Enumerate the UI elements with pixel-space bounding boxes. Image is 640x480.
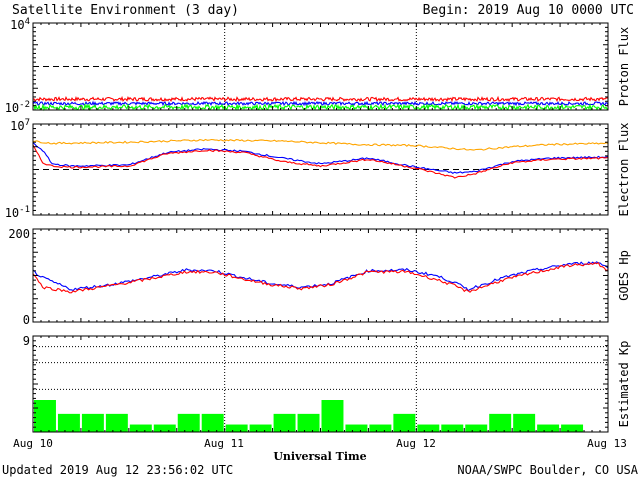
kp-bar (513, 413, 536, 432)
panel-kp: 9 Estimated Kp (23, 334, 631, 433)
series-line-proton-1 (32, 100, 609, 107)
y-tick-label-proton-1: 10-2 (5, 100, 30, 115)
panel-frame (32, 123, 609, 216)
panel-goes-hp: 200 0 GOES Hp (8, 227, 631, 327)
kp-bar (153, 424, 176, 432)
series-line-goes-hp-0 (32, 261, 609, 292)
y-tick-label-kp-0: 9 (23, 334, 30, 348)
kp-bar (201, 413, 224, 432)
series-line-proton-0 (32, 95, 609, 103)
kp-bar (297, 413, 320, 432)
kp-bar (249, 424, 272, 432)
kp-bar (129, 424, 152, 432)
kp-bar (57, 413, 80, 432)
series-line-electron-2 (32, 144, 609, 179)
x-tick-label-aug12: Aug 12 (396, 437, 436, 450)
y-axis-label-proton: Proton Flux (617, 27, 631, 106)
kp-bar (273, 413, 296, 432)
series-line-goes-hp-1 (32, 262, 609, 294)
y-tick-label-goes-hp-1: 0 (23, 313, 30, 327)
updated-timestamp: Updated 2019 Aug 12 23:56:02 UTC (2, 463, 233, 477)
kp-bar (345, 424, 368, 432)
y-tick-label-proton-0: 104 (10, 17, 30, 32)
kp-bar (393, 413, 416, 432)
panel-electron: 107 10-1 Electron Flux (5, 118, 631, 220)
y-axis-label-goes-hp: GOES Hp (617, 250, 631, 301)
series-line-electron-1 (32, 142, 609, 174)
y-tick-exponent: -1 (19, 205, 30, 215)
kp-bar (537, 424, 560, 432)
kp-bar (81, 413, 104, 432)
y-tick-exponent: 4 (25, 17, 30, 27)
credit-text: NOAA/SWPC Boulder, CO USA (457, 463, 638, 477)
y-tick-exponent: -2 (19, 100, 30, 110)
y-axis-label-kp: Estimated Kp (617, 341, 631, 428)
kp-bar (321, 400, 344, 432)
y-tick-label-goes-hp-0: 200 (8, 227, 30, 241)
kp-bar (105, 413, 128, 432)
kp-bar (489, 413, 512, 432)
kp-bar (465, 424, 488, 432)
panel-frame (32, 22, 609, 111)
plot-title: Satellite Environment (3 day) (12, 3, 239, 18)
y-tick-exponent: 7 (25, 118, 30, 128)
series-line-electron-0 (32, 138, 609, 151)
y-tick-label-electron-0: 107 (10, 118, 30, 133)
begin-time: Begin: 2019 Aug 10 0000 UTC (423, 3, 634, 18)
x-axis-label: Universal Time (273, 450, 366, 463)
y-axis-label-electron: Electron Flux (617, 123, 631, 217)
kp-bar (225, 424, 248, 432)
kp-bar (441, 424, 464, 432)
y-tick-label-electron-1: 10-1 (5, 205, 30, 220)
kp-bar (34, 400, 56, 432)
kp-bar (561, 424, 584, 432)
kp-bar (369, 424, 392, 432)
x-tick-label-aug13: Aug 13 (587, 437, 627, 450)
kp-bar (177, 413, 200, 432)
panel-proton: 104 10-2 Proton Flux (5, 17, 631, 115)
x-tick-label-aug11: Aug 11 (204, 437, 244, 450)
kp-bar (417, 424, 440, 432)
x-tick-label-aug10: Aug 10 (13, 437, 53, 450)
chart-panels: 104 10-2 Proton Flux 107 10-1 Electron Flux 20… (5, 17, 631, 433)
